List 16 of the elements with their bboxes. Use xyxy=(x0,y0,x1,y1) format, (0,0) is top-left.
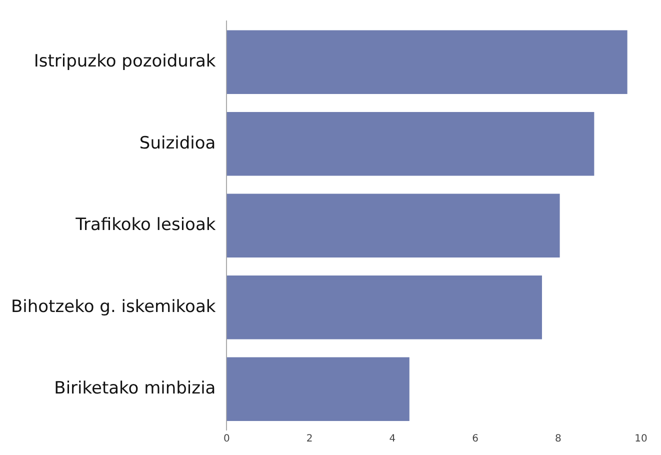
bar xyxy=(226,275,542,340)
x-tick-label: 0 xyxy=(224,434,230,445)
bar xyxy=(226,194,560,258)
bar xyxy=(226,30,628,94)
x-tick-label: 6 xyxy=(472,434,478,445)
y-tick-label: Suizidioa xyxy=(139,133,216,154)
bar xyxy=(226,357,410,422)
x-tick-label: 2 xyxy=(306,434,313,445)
y-tick-label: Trafikoko lesioak xyxy=(74,215,216,236)
bar xyxy=(226,112,594,176)
y-tick-label: Biriketako minbizia xyxy=(54,378,216,399)
x-tick-label: 10 xyxy=(634,434,648,445)
y-tick-label: Bihotzeko g. iskemikoak xyxy=(10,296,216,317)
x-tick-label: 8 xyxy=(554,434,562,445)
y-tick-label: Istripuzko pozoidurak xyxy=(34,52,216,72)
x-tick-label: 4 xyxy=(389,434,396,445)
